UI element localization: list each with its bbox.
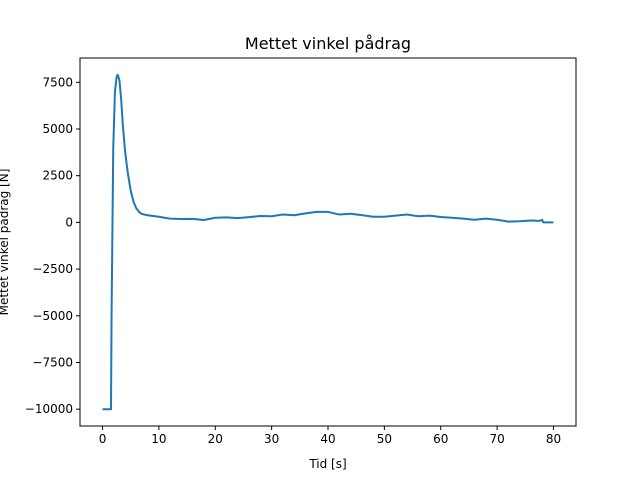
y-tick-label: −2500 <box>32 262 73 276</box>
y-tick-label: 0 <box>65 215 73 229</box>
x-tick-label: 0 <box>99 432 107 446</box>
y-tick-label: 5000 <box>42 122 73 136</box>
y-tick-label: −7500 <box>32 355 73 369</box>
y-tick-label: 2500 <box>42 169 73 183</box>
plot-area: 0 10 20 30 40 50 60 70 80 −10000 −7500 −5000 −2500 0 2… <box>25 57 577 446</box>
x-tick-label: 20 <box>208 432 223 446</box>
y-tick-label: −5000 <box>32 309 73 323</box>
x-tick-label: 40 <box>320 432 335 446</box>
x-tick-label: 60 <box>433 432 448 446</box>
x-tick-label: 50 <box>377 432 392 446</box>
chart-title: Mettet vinkel pådrag <box>245 34 411 53</box>
x-tick-label: 80 <box>546 432 561 446</box>
y-tick-label: 7500 <box>42 75 73 89</box>
y-axis-label: Mettet vinkel pådrag [N] <box>0 169 11 316</box>
x-axis-label: Tid [s] <box>308 457 346 471</box>
series-line-0 <box>102 73 554 411</box>
x-tick-label: 70 <box>489 432 504 446</box>
y-tick-label: −10000 <box>25 402 73 416</box>
x-tick-label: 30 <box>264 432 279 446</box>
x-tick-label: 10 <box>151 432 166 446</box>
